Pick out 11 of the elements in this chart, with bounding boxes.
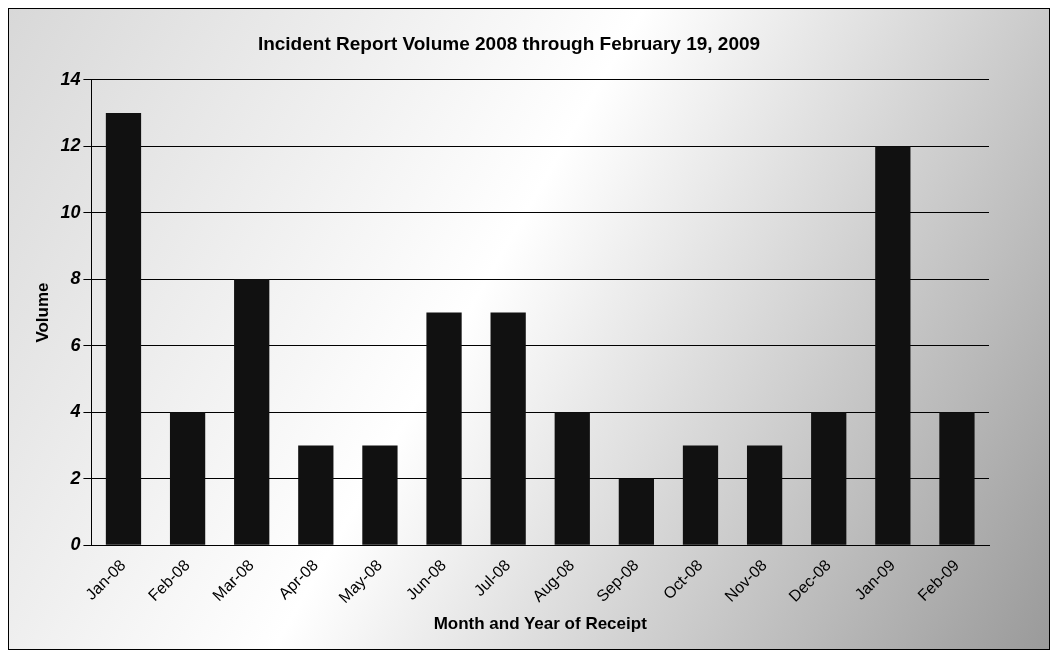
y-axis-title: Volume xyxy=(32,282,52,343)
y-tick-label: 10 xyxy=(60,201,81,222)
chart-title: Incident Report Volume 2008 through February 19, 2009 xyxy=(257,32,761,54)
y-tick-label: 2 xyxy=(69,467,81,488)
y-tick-label: 12 xyxy=(60,135,81,156)
y-tick-label: 14 xyxy=(60,68,81,89)
x-axis-title: Month and Year of Receipt xyxy=(433,614,648,634)
y-tick-label: 8 xyxy=(70,268,81,289)
y-tick-label: 0 xyxy=(70,534,81,555)
y-tick-label: 4 xyxy=(69,401,81,422)
y-tick-label: 6 xyxy=(70,334,82,355)
